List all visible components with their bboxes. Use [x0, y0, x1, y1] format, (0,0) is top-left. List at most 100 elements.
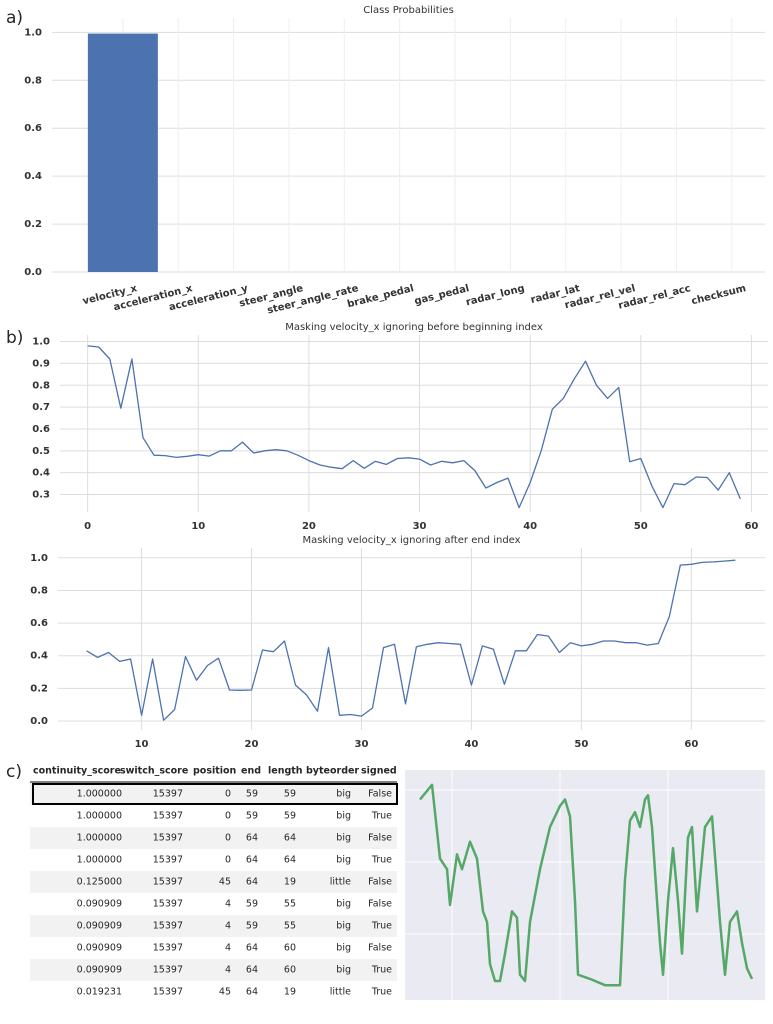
table-cell: False: [368, 943, 392, 954]
table-cell: big: [336, 811, 351, 822]
table-cell: 15397: [153, 855, 183, 866]
table-cell: 60: [284, 943, 296, 954]
table-cell: False: [368, 899, 392, 910]
table-cell: 59: [246, 921, 258, 932]
table-cell: 1.000000: [77, 833, 122, 844]
y-tick-label: 0.0: [24, 267, 42, 278]
x-tick-label: 30: [355, 739, 369, 750]
table-header: position: [193, 766, 237, 777]
panel-label: c): [6, 762, 22, 782]
table-cell: True: [371, 921, 392, 932]
table-cell: big: [336, 833, 351, 844]
table-cell: little: [330, 987, 351, 998]
y-tick-label: 0.0: [30, 716, 48, 727]
table-cell: 15397: [153, 877, 183, 888]
table-cell: 45: [219, 987, 231, 998]
table-cell: big: [336, 965, 351, 976]
table-cell: True: [371, 855, 392, 866]
table-row-background: [30, 915, 397, 937]
table-cell: big: [336, 943, 351, 954]
table-cell: big: [336, 855, 351, 866]
table-cell: 59: [246, 789, 258, 800]
y-tick-label: 0.3: [32, 490, 50, 501]
table-cell: 15397: [153, 789, 183, 800]
table-cell: 64: [284, 855, 296, 866]
table-cell: 64: [246, 877, 258, 888]
table-cell: 64: [284, 833, 296, 844]
table-cell: 19: [284, 987, 296, 998]
table-cell: 64: [246, 833, 258, 844]
table-cell: 0.090909: [77, 965, 122, 976]
table-cell: True: [371, 987, 392, 998]
y-tick-label: 0.2: [30, 683, 48, 694]
highlighted-row-border: [32, 783, 398, 805]
table-row-background: [30, 959, 397, 981]
x-tick-label: 0: [84, 521, 91, 532]
chart-title: Masking velocity_x ignoring after end in…: [302, 535, 520, 546]
x-tick-label: 60: [744, 521, 758, 532]
table-cell: 15397: [153, 943, 183, 954]
table-cell: 0: [225, 855, 231, 866]
y-tick-label: 0.6: [24, 123, 42, 134]
table-row-background: [30, 827, 397, 849]
data-line: [419, 783, 754, 987]
panel-label: a): [6, 8, 23, 28]
table-cell: 59: [246, 899, 258, 910]
table-cell: 64: [246, 855, 258, 866]
table-cell: 0.125000: [77, 877, 122, 888]
table-cell: 15397: [153, 811, 183, 822]
table-cell: 4: [225, 899, 231, 910]
table-cell: 64: [246, 987, 258, 998]
table-cell: False: [368, 877, 392, 888]
y-tick-label: 0.5: [32, 446, 50, 457]
data-line: [86, 559, 736, 721]
table-cell: 64: [246, 965, 258, 976]
x-tick-label: 20: [302, 521, 316, 532]
y-tick-label: 0.4: [32, 468, 50, 479]
y-tick-label: 0.4: [30, 651, 48, 662]
table-cell: 0: [225, 833, 231, 844]
table-cell: 64: [246, 943, 258, 954]
x-tick-label: checksum: [690, 283, 747, 307]
table-cell: 1.000000: [77, 789, 122, 800]
y-tick-label: 0.6: [30, 618, 48, 629]
table-cell: 0.090909: [77, 899, 122, 910]
x-tick-label: 40: [523, 521, 537, 532]
table-header: signed: [361, 766, 397, 777]
x-tick-label: 30: [413, 521, 427, 532]
table-cell: 59: [284, 789, 296, 800]
x-tick-label: 10: [135, 739, 149, 750]
x-tick-label: 50: [634, 521, 648, 532]
chart-title: Class Probabilities: [363, 5, 454, 16]
table-cell: 4: [225, 921, 231, 932]
table-cell: 15397: [153, 833, 183, 844]
x-tick-label: 20: [245, 739, 259, 750]
table-header: length: [268, 766, 303, 777]
table-cell: 1.000000: [77, 811, 122, 822]
y-tick-label: 0.7: [32, 402, 50, 413]
table-cell: 59: [246, 811, 258, 822]
y-tick-label: 1.0: [30, 553, 48, 564]
table-cell: True: [371, 965, 392, 976]
y-tick-label: 1.0: [32, 337, 50, 348]
table-cell: 15397: [153, 921, 183, 932]
y-tick-label: 0.4: [24, 171, 42, 182]
y-tick-label: 0.8: [24, 75, 42, 86]
table-cell: 19: [284, 877, 296, 888]
table-header: end: [241, 766, 261, 777]
table-cell: 55: [284, 921, 296, 932]
table-cell: 15397: [153, 987, 183, 998]
green-plot-background: [405, 770, 765, 1000]
data-line: [87, 345, 741, 509]
table-cell: 59: [284, 811, 296, 822]
table-header: switch_score: [120, 766, 188, 777]
x-tick-label: 60: [684, 739, 698, 750]
table-cell: 60: [284, 965, 296, 976]
y-tick-label: 0.6: [32, 424, 50, 435]
table-cell: little: [330, 877, 351, 888]
panel-label: b): [6, 328, 23, 348]
y-tick-label: 0.8: [32, 380, 50, 391]
table-cell: 0.090909: [77, 943, 122, 954]
x-tick-label: gas_pedal: [413, 283, 470, 307]
